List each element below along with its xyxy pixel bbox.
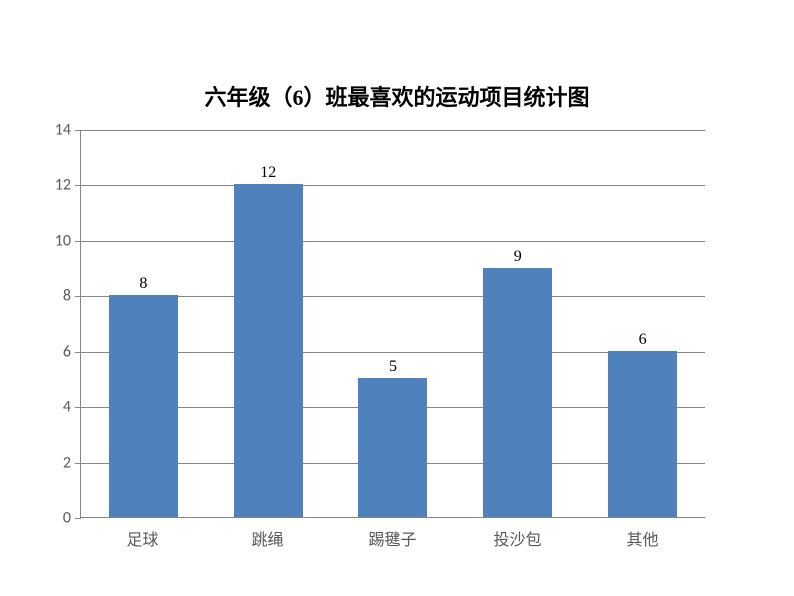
bar xyxy=(608,351,677,517)
bar-slot: 6 xyxy=(608,130,677,517)
y-tick-label: 8 xyxy=(63,287,71,306)
x-axis-label: 投沙包 xyxy=(483,526,552,550)
y-tick-label: 6 xyxy=(63,342,71,361)
bar xyxy=(358,378,427,517)
x-axis-label: 跳绳 xyxy=(233,526,302,550)
chart-area: 0 2 4 6 8 10 12 14 8 12 5 9 6 足球 跳绳 踢毽子 投沙包 其他 xyxy=(0,0,794,596)
x-axis-label: 其他 xyxy=(608,526,677,550)
bar-slot: 5 xyxy=(358,130,427,517)
bar-value-label: 8 xyxy=(139,275,147,293)
x-axis-labels: 足球 跳绳 踢毽子 投沙包 其他 xyxy=(80,526,705,550)
bar xyxy=(483,268,552,517)
bar-slot: 12 xyxy=(234,130,303,517)
bar-value-label: 12 xyxy=(260,164,276,182)
x-axis-label: 踢毽子 xyxy=(358,526,427,550)
y-tick-label: 14 xyxy=(55,121,71,140)
y-tick-label: 2 xyxy=(63,453,71,472)
x-axis-label: 足球 xyxy=(108,526,177,550)
bar-value-label: 5 xyxy=(389,358,397,376)
bar-value-label: 9 xyxy=(514,248,522,266)
y-tick-label: 10 xyxy=(55,231,71,250)
bar-slot: 9 xyxy=(483,130,552,517)
y-tick-label: 0 xyxy=(63,509,71,528)
y-tick-label: 12 xyxy=(55,176,71,195)
bars-group: 8 12 5 9 6 xyxy=(81,130,705,517)
y-tick-label: 4 xyxy=(63,398,71,417)
bar xyxy=(234,184,303,517)
chart-container: 六年级（6）班最喜欢的运动项目统计图 02468101214 812596 足球… xyxy=(0,0,794,596)
bar-slot: 8 xyxy=(109,130,178,517)
bar xyxy=(109,295,178,517)
y-tick-mark xyxy=(75,518,81,519)
plot-area: 02468101214 812596 xyxy=(80,130,705,518)
bar-value-label: 6 xyxy=(639,331,647,349)
